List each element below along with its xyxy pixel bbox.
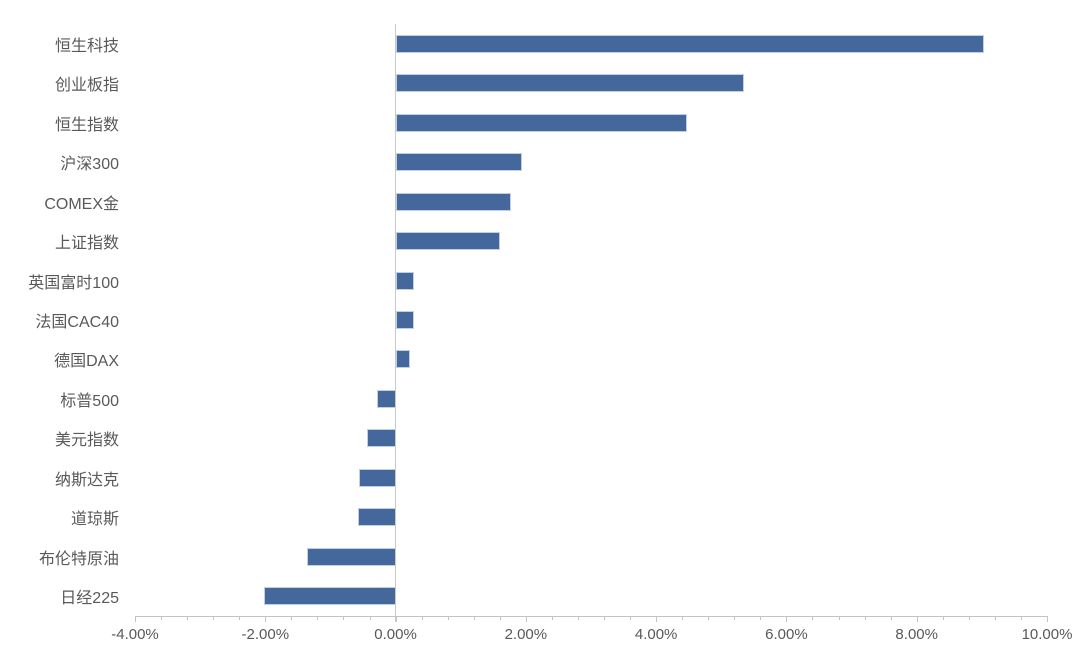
minor-tick [343,616,345,620]
category-label: 上证指数 [54,235,119,253]
category-label: 创业板指 [54,77,119,95]
bar [306,547,396,566]
minor-tick [499,616,501,620]
major-tick [1047,616,1048,622]
minor-tick [577,616,579,620]
bar [395,271,414,290]
bar [395,192,511,211]
x-tick-label: 8.00% [895,626,938,643]
minor-tick [291,616,293,620]
minor-tick [994,616,996,620]
major-tick [916,616,918,622]
major-tick [135,616,136,622]
category-label: 沪深300 [60,156,119,174]
bar [395,34,984,53]
minor-tick [551,616,553,620]
category-label: 德国DAX [54,353,119,371]
minor-tick [890,616,892,620]
bar [263,587,396,606]
bar [395,74,745,93]
minor-tick [968,616,970,620]
x-tick-label: 10.00% [1021,626,1073,643]
minor-tick [708,616,710,620]
bar [395,232,500,251]
zero-baseline [395,24,397,622]
category-label: 恒生科技 [54,37,119,55]
bar [395,113,687,132]
minor-tick [942,616,944,620]
category-label: 道琼斯 [70,511,119,529]
bar [395,350,410,369]
minor-tick [421,616,423,620]
bar [366,429,396,448]
category-label: 恒生指数 [54,116,119,134]
x-tick-label: 6.00% [765,626,808,643]
minor-tick [630,616,632,620]
minor-tick [369,616,371,620]
major-tick [525,616,527,622]
bar [395,153,522,172]
minor-tick [838,616,840,620]
category-label: 美元指数 [54,432,119,450]
x-tick-label: 2.00% [504,626,548,643]
minor-tick [604,616,606,620]
minor-tick [473,616,475,620]
x-tick-label: -2.00% [241,626,290,643]
x-tick-label: -4.00% [111,626,159,643]
minor-tick [239,616,241,620]
major-tick [265,616,267,622]
major-tick [786,616,788,622]
x-axis-line [135,616,1047,617]
minor-tick [812,616,814,620]
minor-tick [213,616,215,620]
major-tick [656,616,658,622]
category-label: 英国富时100 [28,274,119,292]
minor-tick [760,616,762,620]
category-label: COMEX金 [44,195,119,213]
category-label: 纳斯达克 [54,471,119,489]
category-label: 日经225 [60,590,119,608]
bar [395,311,414,329]
minor-tick [317,616,319,620]
minor-tick [1020,616,1022,620]
minor-tick [161,616,163,620]
category-label: 法国CAC40 [35,313,119,331]
category-label: 标普500 [60,392,119,410]
bar [376,389,396,408]
bar [359,468,396,487]
minor-tick [447,616,449,620]
x-tick-label: 4.00% [634,626,678,643]
minor-tick [864,616,866,620]
x-tick-label: 0.00% [374,626,417,643]
category-label: 布伦特原油 [38,550,119,568]
major-tick [395,616,397,622]
minor-tick [682,616,684,620]
minor-tick [734,616,736,620]
bar [357,508,396,527]
minor-tick [187,616,189,620]
